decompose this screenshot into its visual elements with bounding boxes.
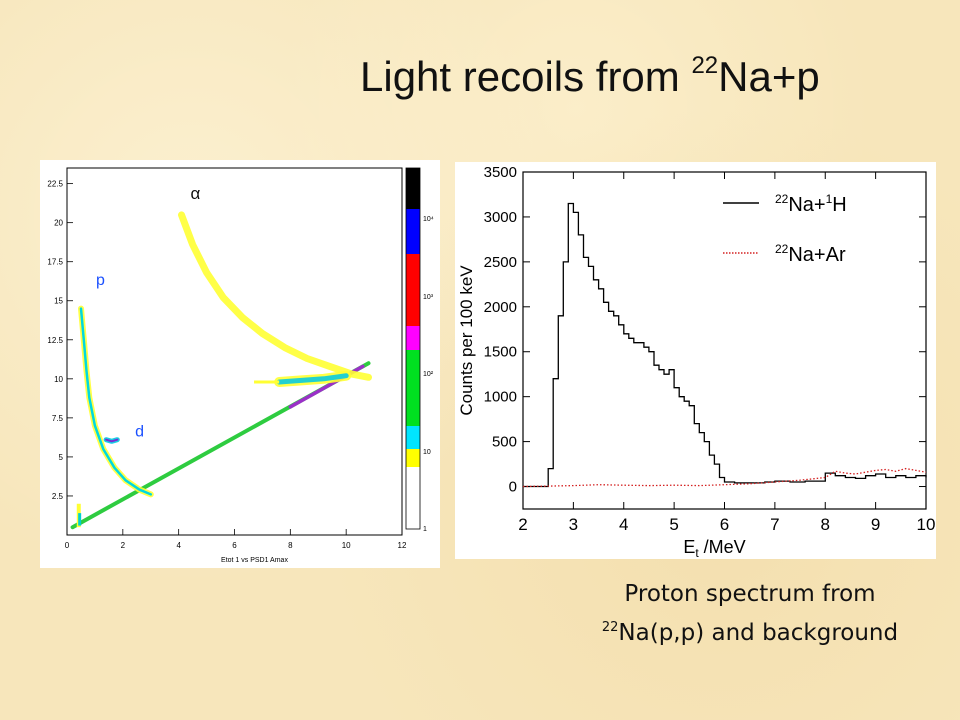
colorbar-segment [406,209,420,254]
pid-plot: 0 2 4 6 8 10 12 2.5 5 7.5 10 12.5 15 17.5 20 22.5 Etot 1… [47,167,434,564]
proton-band-core [79,307,153,496]
x-tick-label: 6 [232,541,237,550]
x-tick-label: 6 [720,515,729,534]
series-ar-background [522,467,927,488]
y-tick-label: 20 [54,219,63,228]
series-h-spectrum [523,202,927,488]
caption-line2-text: Na(p,p) and background [618,620,899,646]
spectrum-plot-panel: 2 3 4 5 6 7 8 9 10 0 500 1000 1500 2000 2500 3000 3500 Co… [455,162,936,560]
y-tick-label: 2.5 [52,492,64,501]
x-tick-label: 10 [917,515,936,534]
y-tick-label: 15 [54,297,63,306]
y-tick-label: 0 [509,479,517,496]
y-tick-label: 500 [492,434,517,451]
origin-cluster-core [78,513,82,526]
horizontal-band-core [276,373,349,385]
colorbar-segment [406,426,420,449]
colorbar-segment [406,326,420,350]
x-tick-label: 12 [398,541,407,550]
legend-entry: 22Na+1H [775,192,847,216]
y-tick-label: 10 [54,375,63,384]
y-tick-label: 3000 [484,209,517,226]
caption: Proton spectrum from 22Na(p,p) and backg… [560,578,940,650]
title-text: Light recoils from [360,53,692,100]
plot-frame [522,171,927,510]
x-tick-label: 8 [288,541,293,550]
y-tick-label: 3500 [484,164,517,181]
caption-line2: 22Na(p,p) and background [560,611,940,650]
caption-line1: Proton spectrum from [624,581,876,607]
title-rest: Na+p [718,53,820,100]
caption-superscript: 22 [601,620,619,635]
x-tick-label: 7 [770,515,779,534]
annotation-p: p [96,272,105,289]
colorbar-label: 10³ [423,294,434,301]
title-superscript: 22 [691,52,719,79]
colorbar-segment [406,449,420,467]
y-tick-label: 7.5 [52,414,64,423]
alpha-band [178,211,372,381]
spectrum-plot: 2 3 4 5 6 7 8 9 10 0 500 1000 1500 2000 2500 3000 3500 Co… [457,164,936,560]
y-axis-label: Counts per 100 keV [457,265,476,416]
x-tick-label: 2 [121,541,126,550]
deuteron-band-core [105,438,119,443]
x-tick-label: 8 [821,515,830,534]
y-tick-label: 5 [59,453,64,462]
x-tick-label: 4 [176,541,181,550]
colorbar-label: 10⁴ [423,216,434,223]
y-tick-label: 22.5 [47,180,63,189]
colorbar-label: 1 [423,526,427,533]
y-tick-label: 2000 [484,299,517,316]
pid-plot-panel: 0 2 4 6 8 10 12 2.5 5 7.5 10 12.5 15 17.5 20 22.5 Etot 1… [40,160,440,568]
x-tick-label: 10 [342,541,351,550]
annotation-d: d [135,424,144,441]
colorbar-frame [405,167,421,530]
y-tick-label: 1500 [484,344,517,361]
x-tick-label: 4 [619,515,628,534]
colorbar-segment [406,254,420,326]
x-tick-label: 2 [518,515,527,534]
y-tick-label: 17.5 [47,258,63,267]
colorbar-segment [406,350,420,426]
y-tick-label: 2500 [484,254,517,271]
x-axis-label: Et /MeV [683,537,745,559]
colorbar-label: 10 [423,449,431,456]
y-tick-label: 12.5 [47,336,63,345]
annotation-alpha: α [191,184,201,203]
colorbar-segment [406,467,420,529]
y-tick-label: 1000 [484,389,517,406]
colorbar-segment [406,168,420,209]
x-axis-label: Etot 1 vs PSD1 Amax [221,557,288,564]
x-tick-label: 9 [871,515,880,534]
legend-entry: 22Na+Ar [775,242,846,266]
x-tick-label: 3 [569,515,578,534]
slide-title: Light recoils from 22Na+p [360,52,920,101]
plot-frame [66,167,403,536]
colorbar-label: 10² [423,371,434,378]
x-tick-label: 5 [669,515,678,534]
x-tick-label: 0 [65,541,70,550]
